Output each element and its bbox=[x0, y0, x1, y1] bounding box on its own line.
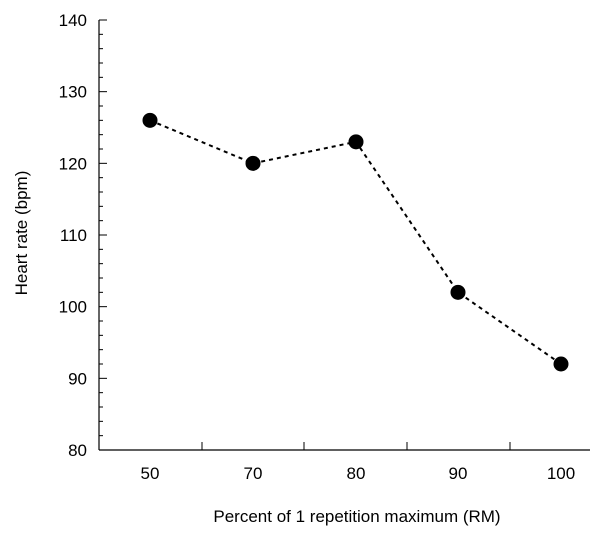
data-point bbox=[245, 155, 261, 171]
y-axis-ticks: 80 90 100 110 120 130 140 bbox=[59, 11, 107, 460]
x-tick-label: 90 bbox=[449, 464, 468, 483]
series-line bbox=[149, 119, 562, 365]
data-point bbox=[348, 134, 364, 150]
y-tick-label: 130 bbox=[59, 83, 87, 102]
x-axis-title: Percent of 1 repetition maximum (RM) bbox=[213, 507, 500, 526]
y-tick-label: 80 bbox=[68, 441, 87, 460]
x-tick-label: 70 bbox=[244, 464, 263, 483]
y-tick-label: 140 bbox=[59, 11, 87, 30]
x-tick-label: 80 bbox=[347, 464, 366, 483]
y-tick-label: 100 bbox=[59, 298, 87, 317]
data-point bbox=[142, 112, 158, 128]
y-axis-title: Heart rate (bpm) bbox=[12, 171, 31, 296]
x-axis-ticks: 50 70 80 90 100 bbox=[141, 442, 575, 483]
y-tick-label: 90 bbox=[68, 369, 87, 388]
data-point bbox=[450, 284, 466, 300]
series bbox=[142, 112, 569, 372]
y-tick-label: 110 bbox=[60, 226, 87, 245]
x-tick-label: 100 bbox=[547, 464, 575, 483]
data-point bbox=[553, 356, 569, 372]
x-tick-label: 50 bbox=[141, 464, 160, 483]
y-tick-label: 120 bbox=[59, 154, 87, 173]
axes bbox=[98, 20, 590, 451]
